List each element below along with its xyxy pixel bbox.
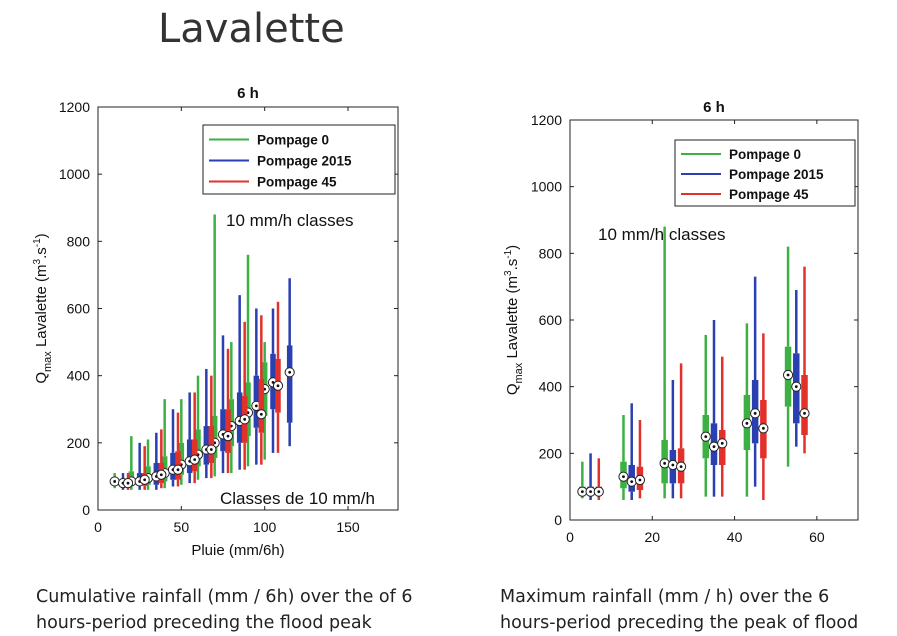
y-tick-label: 600 [539,312,563,328]
box-median-dot [622,475,625,479]
chart-annotation: 10 mm/h classes [226,211,354,230]
legend-label: Pompage 0 [729,147,801,162]
box-median-dot [589,490,592,494]
y-tick-label: 200 [67,435,91,451]
box-median-dot [753,411,757,415]
page-title: Lavalette [158,6,345,52]
left-caption: Cumulative rainfall (mm / 6h) over the o… [36,584,412,636]
right-caption-line-2: hours-period preceding the peak of flood [500,613,859,633]
box-median-dot [761,426,765,430]
box-median-dot [630,480,634,484]
x-tick-label: 0 [94,519,102,535]
x-tick-label: 50 [174,519,190,535]
chart-right-group: 6 h 0 200 400 600 800 1000 1200 0 20 40 60 Qmax Lava… [503,99,859,545]
y-tick-label: 0 [82,502,90,518]
box-median-dot [720,441,724,445]
y-axis-label: Qmax Lavalette (m3.s-1) [32,233,54,383]
box-median-dot [226,434,230,438]
chart-annotation: Classes de 10 mm/h [220,489,375,508]
box-body [286,345,293,423]
legend-label: Pompage 45 [729,187,809,202]
box-median-dot [276,384,280,388]
box-median-dot [243,417,247,421]
legend-label: Pompage 0 [257,133,329,148]
box-median-dot [638,478,642,482]
y-tick-label: 400 [539,379,563,395]
x-tick-label: 100 [253,519,277,535]
x-tick-label: 20 [644,529,660,545]
left-caption-line-2: hours-period preceding the flood peak [36,613,372,633]
right-caption: Maximum rainfall (mm / h) over the 6 hou… [500,584,858,636]
chart-title: 6 h [237,85,259,102]
box-median-dot [786,373,790,377]
box-median-dot [259,412,263,416]
box-median-dot [794,385,798,389]
x-axis-label: Pluie (mm/6h) [191,542,284,559]
box-median-dot [745,421,749,425]
box-median-dot [113,480,117,483]
y-tick-label: 1000 [59,166,90,182]
y-tick-label: 1200 [59,99,90,115]
legend-label: Pompage 2015 [257,154,352,169]
right-caption-line-1: Maximum rainfall (mm / h) over the 6 [500,587,830,607]
legend-label: Pompage 45 [257,175,337,190]
y-tick-label: 400 [67,368,91,384]
y-tick-label: 200 [539,445,563,461]
box-median-dot [580,490,584,494]
box-median-dot [288,370,292,374]
box-median-dot [712,445,716,449]
box-body [211,415,218,458]
box-median-dot [209,448,213,451]
box-body [195,429,201,467]
box-body [801,375,808,435]
box-median-dot [176,468,180,472]
box-median-dot [671,463,675,467]
y-tick-label: 1200 [531,112,562,128]
x-tick-label: 60 [809,529,825,545]
box-median-dot [126,481,130,485]
box-median-dot [597,490,601,494]
y-tick-label: 0 [554,512,562,528]
chart-left-group: 6 h 0 200 400 600 800 1000 1200 0 50 100 150 Pluie (… [32,85,399,559]
box-body [258,379,265,433]
y-tick-label: 800 [67,233,91,249]
x-tick-label: 0 [566,529,574,545]
y-tick-label: 600 [67,301,91,317]
chart-title: 6 h [703,99,725,116]
y-axis-label: Qmax Lavalette (m3.s-1) [503,245,525,395]
x-tick-label: 40 [727,529,743,545]
box-median-dot [663,461,667,465]
chart-annotation: 10 mm/h classes [598,225,726,244]
box-median-dot [193,458,197,462]
x-tick-label: 150 [336,519,360,535]
y-tick-label: 800 [539,245,563,261]
box-median-dot [704,435,708,439]
left-caption-line-1: Cumulative rainfall (mm / 6h) over the o… [36,587,413,607]
box-median-dot [803,411,806,415]
box-median-dot [143,478,147,482]
box-body [178,442,185,475]
box-median-dot [159,473,163,477]
box-median-dot [679,465,683,469]
box-median-dot [254,404,258,408]
y-tick-label: 1000 [531,179,562,195]
legend-label: Pompage 2015 [729,167,824,182]
